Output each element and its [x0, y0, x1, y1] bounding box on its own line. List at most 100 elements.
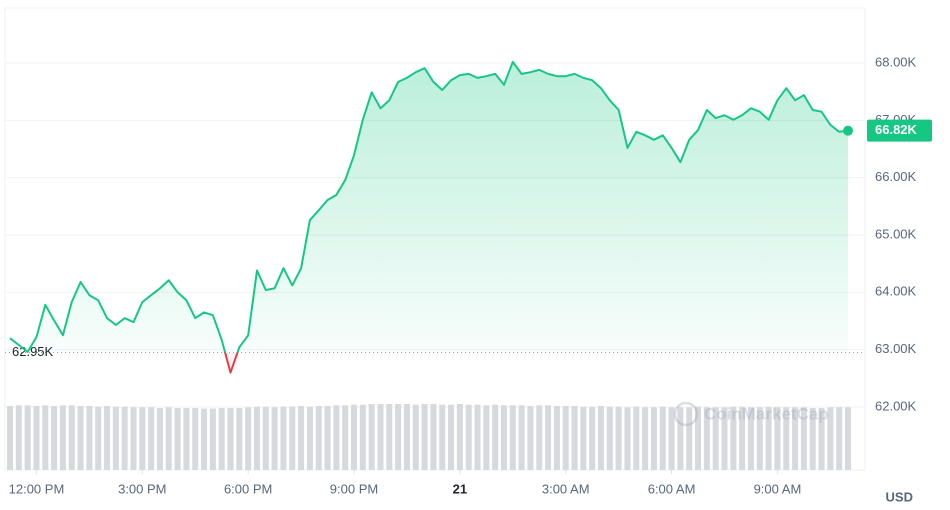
volume-bar [253, 406, 260, 470]
volume-bars [7, 404, 851, 470]
volume-bar [721, 407, 728, 470]
volume-bar [403, 404, 410, 470]
volume-bar [739, 406, 746, 470]
volume-bar [809, 407, 816, 470]
volume-bar [68, 405, 75, 470]
baseline-label: 62.95K [12, 344, 54, 359]
volume-bar [765, 406, 772, 470]
volume-bar [474, 404, 481, 470]
volume-bar [412, 404, 419, 470]
volume-bar [315, 405, 322, 470]
volume-bar [553, 405, 560, 470]
volume-bar [342, 405, 349, 470]
volume-bar [448, 404, 455, 470]
volume-bar [421, 404, 428, 470]
volume-bar [280, 406, 287, 470]
y-tick-label: 62.00K [875, 398, 917, 413]
volume-bar [289, 406, 296, 470]
volume-bar [562, 405, 569, 470]
volume-bar [695, 406, 702, 470]
volume-bar [333, 405, 340, 470]
volume-bar [624, 407, 631, 470]
volume-bar [456, 404, 463, 470]
volume-bar [500, 405, 507, 470]
volume-bar [209, 408, 216, 470]
volume-bar [298, 405, 305, 470]
volume-bar [262, 406, 269, 470]
y-tick-label: 66.00K [875, 169, 917, 184]
volume-bar [509, 405, 516, 470]
last-price-badge [867, 119, 932, 142]
volume-bar [518, 405, 525, 470]
axes: 62.00K63.00K64.00K65.00K66.00K67.00K68.0… [9, 54, 932, 496]
volume-bar [112, 406, 119, 470]
volume-bar [377, 404, 384, 470]
volume-bar [7, 405, 13, 470]
volume-bar [139, 407, 146, 470]
volume-bar [783, 407, 790, 470]
volume-bar [439, 404, 446, 470]
volume-bar [492, 404, 499, 470]
volume-bar [615, 406, 622, 470]
volume-bar [174, 407, 181, 470]
volume-bar [86, 405, 93, 470]
x-tick-label: 9:00 AM [754, 481, 802, 496]
volume-bar [845, 407, 851, 470]
volume-bar [77, 405, 84, 470]
y-tick-label: 65.00K [875, 226, 917, 241]
volume-bar [756, 407, 763, 470]
volume-bar [59, 405, 66, 470]
volume-bar [677, 407, 684, 470]
volume-bar [104, 405, 111, 470]
volume-bar [527, 405, 534, 470]
volume-bar [818, 407, 825, 470]
volume-bar [730, 406, 737, 470]
volume-bar [183, 407, 190, 470]
volume-bar [24, 405, 31, 470]
x-tick-label: 21 [453, 481, 467, 496]
volume-bar [33, 405, 40, 470]
plot: 62.95K [5, 60, 865, 374]
volume-bar [430, 404, 437, 470]
watermark-text: CoinMarketCap [704, 404, 829, 423]
volume-bar [800, 407, 807, 470]
volume-bar [836, 407, 843, 470]
volume-bar [668, 407, 675, 470]
volume-bar [633, 406, 640, 470]
x-tick-label: 3:00 AM [542, 481, 590, 496]
volume-bar [271, 407, 278, 470]
x-tick-label: 9:00 PM [330, 481, 378, 496]
x-tick-label: 6:00 AM [648, 481, 696, 496]
volume-bar [130, 407, 137, 470]
volume-bar [218, 407, 225, 470]
x-tick-label: 6:00 PM [224, 481, 272, 496]
volume-bar [148, 407, 155, 470]
volume-bar [536, 405, 543, 470]
volume-bar [351, 404, 358, 470]
volume-bar [580, 406, 587, 470]
last-point [843, 125, 853, 136]
watermark-logo [673, 401, 699, 427]
volume-bar [395, 404, 402, 470]
volume-bar [121, 406, 128, 470]
volume-bar [747, 407, 754, 470]
volume-bar [659, 406, 666, 470]
volume-bar [245, 407, 252, 470]
volume-bar [95, 406, 102, 470]
volume-bar [236, 407, 243, 470]
volume-bar [606, 406, 613, 470]
x-tick-label: 12:00 PM [9, 481, 65, 496]
volume-bar [827, 407, 834, 470]
volume-bar [156, 407, 163, 470]
volume-bar [386, 404, 393, 470]
y-tick-label: 63.00K [875, 341, 917, 356]
volume-bar [306, 406, 313, 470]
watermark: CoinMarketCap [673, 401, 829, 427]
price-line [9, 60, 849, 374]
volume-bar [359, 404, 366, 470]
volume-bar [324, 405, 331, 470]
volume-bar [545, 405, 552, 470]
volume-bar [571, 405, 578, 470]
volume-bar [368, 404, 375, 470]
